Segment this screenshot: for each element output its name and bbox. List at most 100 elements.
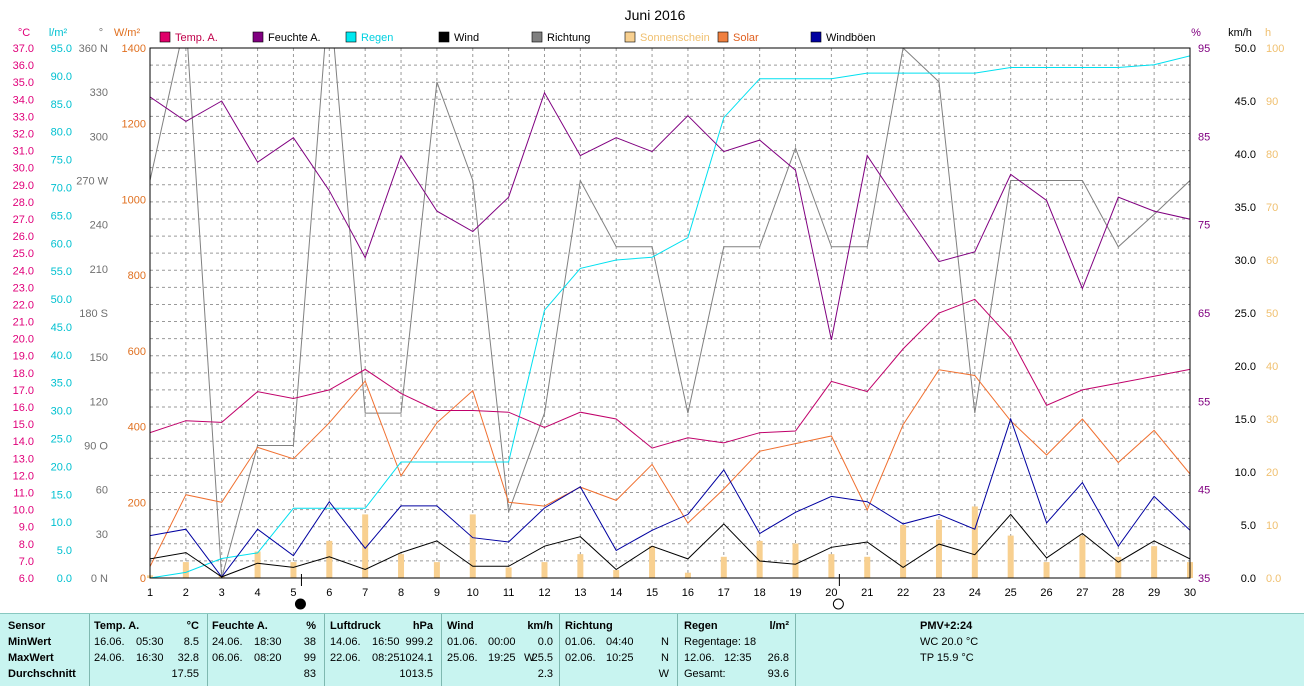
right-axis-ticks: 35 45 55 65 75 85 95 0.0 5.0 10.0 15.0 20.0 25.0 30.0… xyxy=(1198,43,1284,585)
moon-new-icon xyxy=(294,598,306,610)
rain-days: Regentage: 18 xyxy=(684,636,757,648)
x-tick-label: 22 xyxy=(897,587,909,599)
press-min-time: 16:50 xyxy=(372,636,400,648)
axis-unit-labels: °C l/m² ° W/m²% km/h h xyxy=(18,27,1271,39)
wind-tick-label: 0.0 xyxy=(1241,573,1256,585)
x-tick-label: 26 xyxy=(1040,587,1052,599)
temp-tick-label: 25.0 xyxy=(13,248,34,260)
sunshine-bar xyxy=(362,514,369,578)
direction-tick-label: 270 W xyxy=(76,176,108,188)
hum-max-date: 06.06. xyxy=(212,652,243,664)
temp-tick-label: 34.0 xyxy=(13,94,34,106)
sunshine-bar xyxy=(756,540,763,578)
temp-tick-label: 14.0 xyxy=(13,436,34,448)
humidity-tick-label: 35 xyxy=(1198,573,1210,585)
temp-tick-label: 9.0 xyxy=(19,522,34,534)
hum-min-value: 38 xyxy=(303,636,316,648)
dir-min-value: N xyxy=(661,636,669,648)
temp-tick-label: 6.0 xyxy=(19,573,34,585)
dir-avg-value: W xyxy=(658,668,669,680)
temp-tick-label: 20.0 xyxy=(13,334,34,346)
series-lines xyxy=(150,48,1190,578)
chart-title: Juni 2016 xyxy=(625,7,686,23)
stats-unit-rain: l/m² xyxy=(769,620,789,632)
legend-swatch-wind xyxy=(438,31,450,43)
rain-tick-label: 40.0 xyxy=(51,350,72,362)
row-label-min: MinWert xyxy=(8,636,52,648)
sunshine-bar xyxy=(828,554,835,578)
sun-tick-label: 30 xyxy=(1266,414,1278,426)
x-tick-label: 13 xyxy=(574,587,586,599)
stats-unit-pressure: hPa xyxy=(412,620,433,632)
dir-min-time: 04:40 xyxy=(606,636,634,648)
direction-tick-label: 150 xyxy=(90,352,108,364)
rain-tick-label: 5.0 xyxy=(57,545,72,557)
direction-tick-label: 30 xyxy=(96,529,108,541)
stats-unit-temp: °C xyxy=(186,620,199,632)
temp-tick-label: 13.0 xyxy=(13,453,34,465)
sunshine-bar xyxy=(900,525,907,578)
temp-tick-label: 15.0 xyxy=(13,419,34,431)
temp-tick-label: 29.0 xyxy=(13,180,34,192)
sun-tick-label: 60 xyxy=(1266,255,1278,267)
sunshine-bar xyxy=(326,540,333,578)
wind-tick-label: 30.0 xyxy=(1235,255,1256,267)
press-avg-value: 1013.5 xyxy=(399,668,433,680)
stats-table: Sensor MinWert MaxWert Durchschnitt Temp… xyxy=(0,613,1304,686)
legend-label-sonnenschein: Sonnenschein xyxy=(640,32,710,44)
x-tick-label: 7 xyxy=(362,587,368,599)
legend-swatch-solar xyxy=(717,31,729,43)
rain-max-value: 26.8 xyxy=(767,652,789,664)
temp-tick-label: 31.0 xyxy=(13,146,34,158)
stats-header-direction: Richtung xyxy=(565,620,613,632)
temp-tick-label: 26.0 xyxy=(13,231,34,243)
rain-tick-label: 10.0 xyxy=(51,517,72,529)
weather-chart: Juni 2016 Temp. A. Feuchte A. Regen Wind Ric… xyxy=(13,7,1284,610)
solar-tick-label: 200 xyxy=(128,497,146,509)
direction-tick-label: 300 xyxy=(90,131,108,143)
sunshine-bar xyxy=(182,562,189,578)
temp-unit-label: °C xyxy=(18,27,30,39)
temp-tick-label: 16.0 xyxy=(13,402,34,414)
x-axis-ticks: 1 2 3 4 5 6 7 8 9 10 11 12 13 14 15 16 17 18 19 20 21 22 23 24 2… xyxy=(147,587,1196,599)
x-tick-label: 1 xyxy=(147,587,153,599)
solar-tick-label: 1000 xyxy=(122,194,146,206)
legend-label-temp-a: Temp. A. xyxy=(175,32,218,44)
temp-tick-label: 10.0 xyxy=(13,505,34,517)
press-min-value: 999.2 xyxy=(405,636,433,648)
hum-avg-value: 83 xyxy=(303,668,316,680)
solar-unit-label: W/m² xyxy=(114,27,141,39)
sunshine-bar xyxy=(1079,535,1086,578)
temp-tick-label: 7.0 xyxy=(19,556,34,568)
wind-tick-label: 20.0 xyxy=(1235,361,1256,373)
x-tick-label: 3 xyxy=(219,587,225,599)
wind-tick-label: 50.0 xyxy=(1235,43,1256,55)
series-line-regen xyxy=(150,55,1190,578)
temp-tick-label: 36.0 xyxy=(13,60,34,72)
x-tick-label: 16 xyxy=(682,587,694,599)
wind-min-value: 0.0 xyxy=(537,636,553,648)
sunshine-bar xyxy=(613,570,620,578)
sunshine-bar xyxy=(505,567,512,578)
sun-tick-label: 50 xyxy=(1266,308,1278,320)
wind-tick-label: 25.0 xyxy=(1235,308,1256,320)
stats-header-rain: Regen xyxy=(684,620,718,632)
direction-tick-label: 210 xyxy=(90,264,108,276)
direction-tick-label: 120 xyxy=(90,396,108,408)
temp-tick-label: 12.0 xyxy=(13,470,34,482)
sun-tick-label: 100 xyxy=(1266,43,1284,55)
temp-min-date: 16.06. xyxy=(94,636,125,648)
rain-tick-label: 25.0 xyxy=(51,434,72,446)
legend-label-wind: Wind xyxy=(454,32,479,44)
sunshine-bar xyxy=(433,562,440,578)
direction-tick-label: 240 xyxy=(90,220,108,232)
stats-header-pmv: PMV+2:24 xyxy=(920,620,973,632)
legend-swatch-sonnenschein xyxy=(624,31,636,43)
rain-tick-label: 70.0 xyxy=(51,182,72,194)
sunshine-bars xyxy=(147,506,1193,578)
temp-tick-label: 28.0 xyxy=(13,197,34,209)
sunshine-bar xyxy=(254,551,261,578)
sun-tick-label: 90 xyxy=(1266,96,1278,108)
wind-min-date: 01.06. xyxy=(447,636,478,648)
plot-frame xyxy=(149,47,1191,579)
